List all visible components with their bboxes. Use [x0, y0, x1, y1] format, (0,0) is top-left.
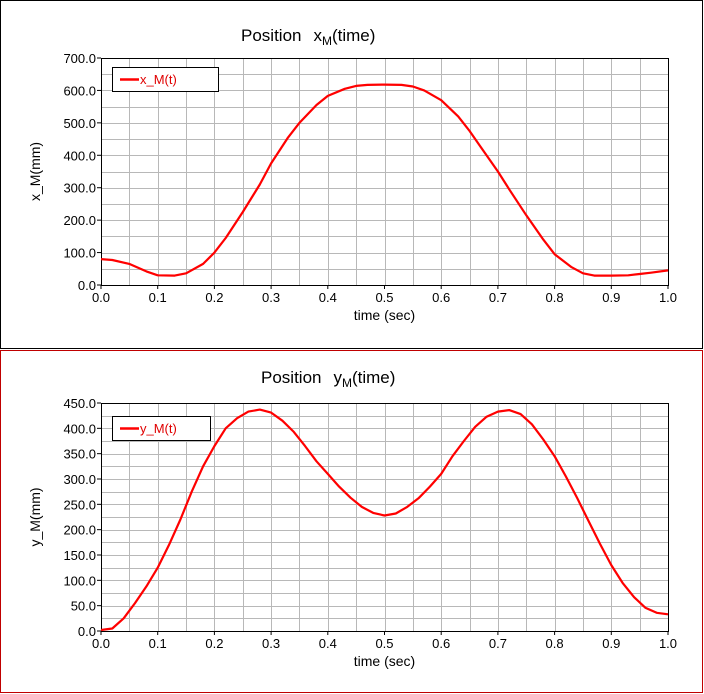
chart-title-suffix: (time)	[352, 368, 395, 387]
chart-title-subscript: M	[342, 376, 352, 390]
y-tick-label: 600.0	[63, 83, 96, 98]
x-tick-label: 0.8	[546, 290, 564, 305]
y-axis-label: x_M(mm)	[27, 142, 43, 201]
legend-label: x_M(t)	[140, 72, 177, 87]
y-tick-label: 0.0	[78, 624, 96, 639]
chart-title: Position xM(time)	[241, 26, 375, 48]
x-tick-label: 0.5	[375, 636, 393, 651]
x-tick-label: 0.2	[205, 636, 223, 651]
chart-title-var: x	[313, 26, 322, 45]
chart-panel-x: Position xM(time) 0.0 0.1 0.2 0.3 0.4 0.5 0.6 0.7…	[0, 0, 703, 349]
chart-y-position: Position yM(time) 0.0 0.1 0.2 0.3 0.4 0.5 0.6 0.7…	[27, 368, 677, 669]
y-tick-label: 150.0	[63, 548, 96, 563]
y-tick-label: 200.0	[63, 213, 96, 228]
chart-title-suffix: (time)	[332, 26, 375, 45]
y-tick-label: 400.0	[63, 148, 96, 163]
chart-title-text: Position	[261, 368, 321, 387]
x-tick-label: 1.0	[659, 290, 677, 305]
x-tick-label: 0.5	[375, 290, 393, 305]
y-tick-label: 700.0	[63, 51, 96, 66]
x-tick-label: 0.0	[92, 290, 110, 305]
x-tick-label: 0.7	[489, 290, 507, 305]
series-line-1	[100, 83, 669, 277]
chart-x-position: Position xM(time) 0.0 0.1 0.2 0.3 0.4 0.5 0.6 0.7…	[27, 26, 677, 323]
chart-title-subscript: M	[322, 34, 332, 48]
chart-title: Position yM(time)	[261, 368, 395, 390]
series-line-1	[100, 408, 669, 632]
grid	[101, 403, 669, 632]
y-tick-label: 100.0	[63, 573, 96, 588]
chart-title-var: y	[333, 368, 342, 387]
y-tick-label: 500.0	[63, 116, 96, 131]
y-tick-label: 100.0	[63, 246, 96, 261]
x-tick-label: 1.0	[659, 636, 677, 651]
y-tick-label: 400.0	[63, 421, 96, 436]
x-tick-label: 0.6	[432, 636, 450, 651]
y-tick-label: 200.0	[63, 523, 96, 538]
x-tick-label: 0.0	[92, 636, 110, 651]
legend-label: y_M(t)	[140, 421, 177, 436]
x-tick-label: 0.3	[262, 636, 280, 651]
y-axis-label: y_M(mm)	[27, 487, 43, 546]
x-tick-label: 0.2	[205, 290, 223, 305]
y-tick-label: 350.0	[63, 447, 96, 462]
x-tick-label: 0.9	[602, 636, 620, 651]
plot-area	[101, 58, 668, 285]
y-tick-label: 0.0	[78, 278, 96, 293]
x-tick-label: 0.9	[602, 290, 620, 305]
x-axis-label: time (sec)	[354, 307, 415, 323]
legend: x_M(t)	[112, 67, 219, 92]
y-tick-label: 50.0	[71, 599, 96, 614]
x-tick-label: 0.1	[149, 636, 167, 651]
legend: y_M(t)	[112, 416, 211, 441]
x-tick-label: 0.7	[489, 636, 507, 651]
x-tick-label: 0.8	[546, 636, 564, 651]
y-tick-label: 300.0	[63, 472, 96, 487]
x-axis-label: time (sec)	[354, 653, 415, 669]
y-tick-label: 250.0	[63, 497, 96, 512]
x-tick-label: 0.6	[432, 290, 450, 305]
chart-title-text: Position	[241, 26, 301, 45]
y-tick-label: 300.0	[63, 181, 96, 196]
x-tick-label: 0.4	[319, 290, 337, 305]
x-tick-label: 0.4	[319, 636, 337, 651]
x-tick-label: 0.1	[149, 290, 167, 305]
y-tick-label: 450.0	[63, 396, 96, 411]
x-tick-label: 0.3	[262, 290, 280, 305]
chart-panel-y: Position yM(time) 0.0 0.1 0.2 0.3 0.4 0.5 0.6 0.7…	[0, 350, 703, 693]
